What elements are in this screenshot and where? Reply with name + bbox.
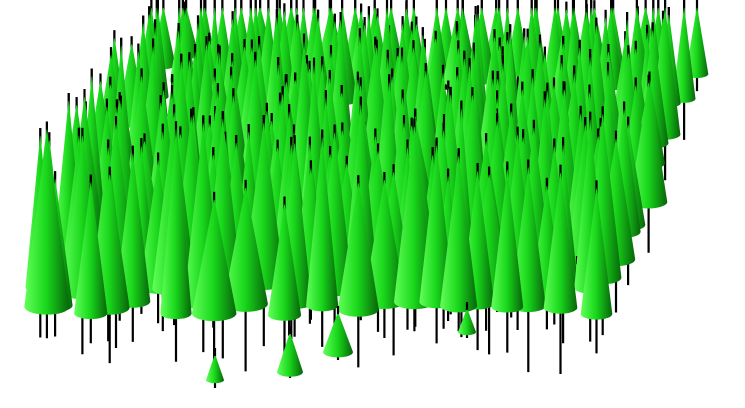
tree-foliage [160,127,192,320]
tree-foliage [672,6,696,103]
tree-foliage [685,6,709,78]
tree-foliage [491,167,524,313]
tree-foliage [115,151,151,308]
tree-group [24,0,709,388]
tree-foliage [580,186,613,320]
tree-foliage [543,170,578,314]
tree-foliage [24,127,70,315]
tree-foliage [458,308,476,336]
tree-foliage [306,135,339,312]
tree-foliage [323,312,353,358]
tree-foliage [629,80,668,209]
tree-foliage [191,197,237,322]
tree-foliage [206,354,224,384]
tree-foliage [268,202,302,321]
tree-foliage [440,154,478,313]
tree-foliage [223,185,268,312]
tree-foliage [74,180,108,320]
tree-foliage [363,178,406,309]
tree-foliage [277,332,303,377]
tree-foliage [337,181,379,317]
